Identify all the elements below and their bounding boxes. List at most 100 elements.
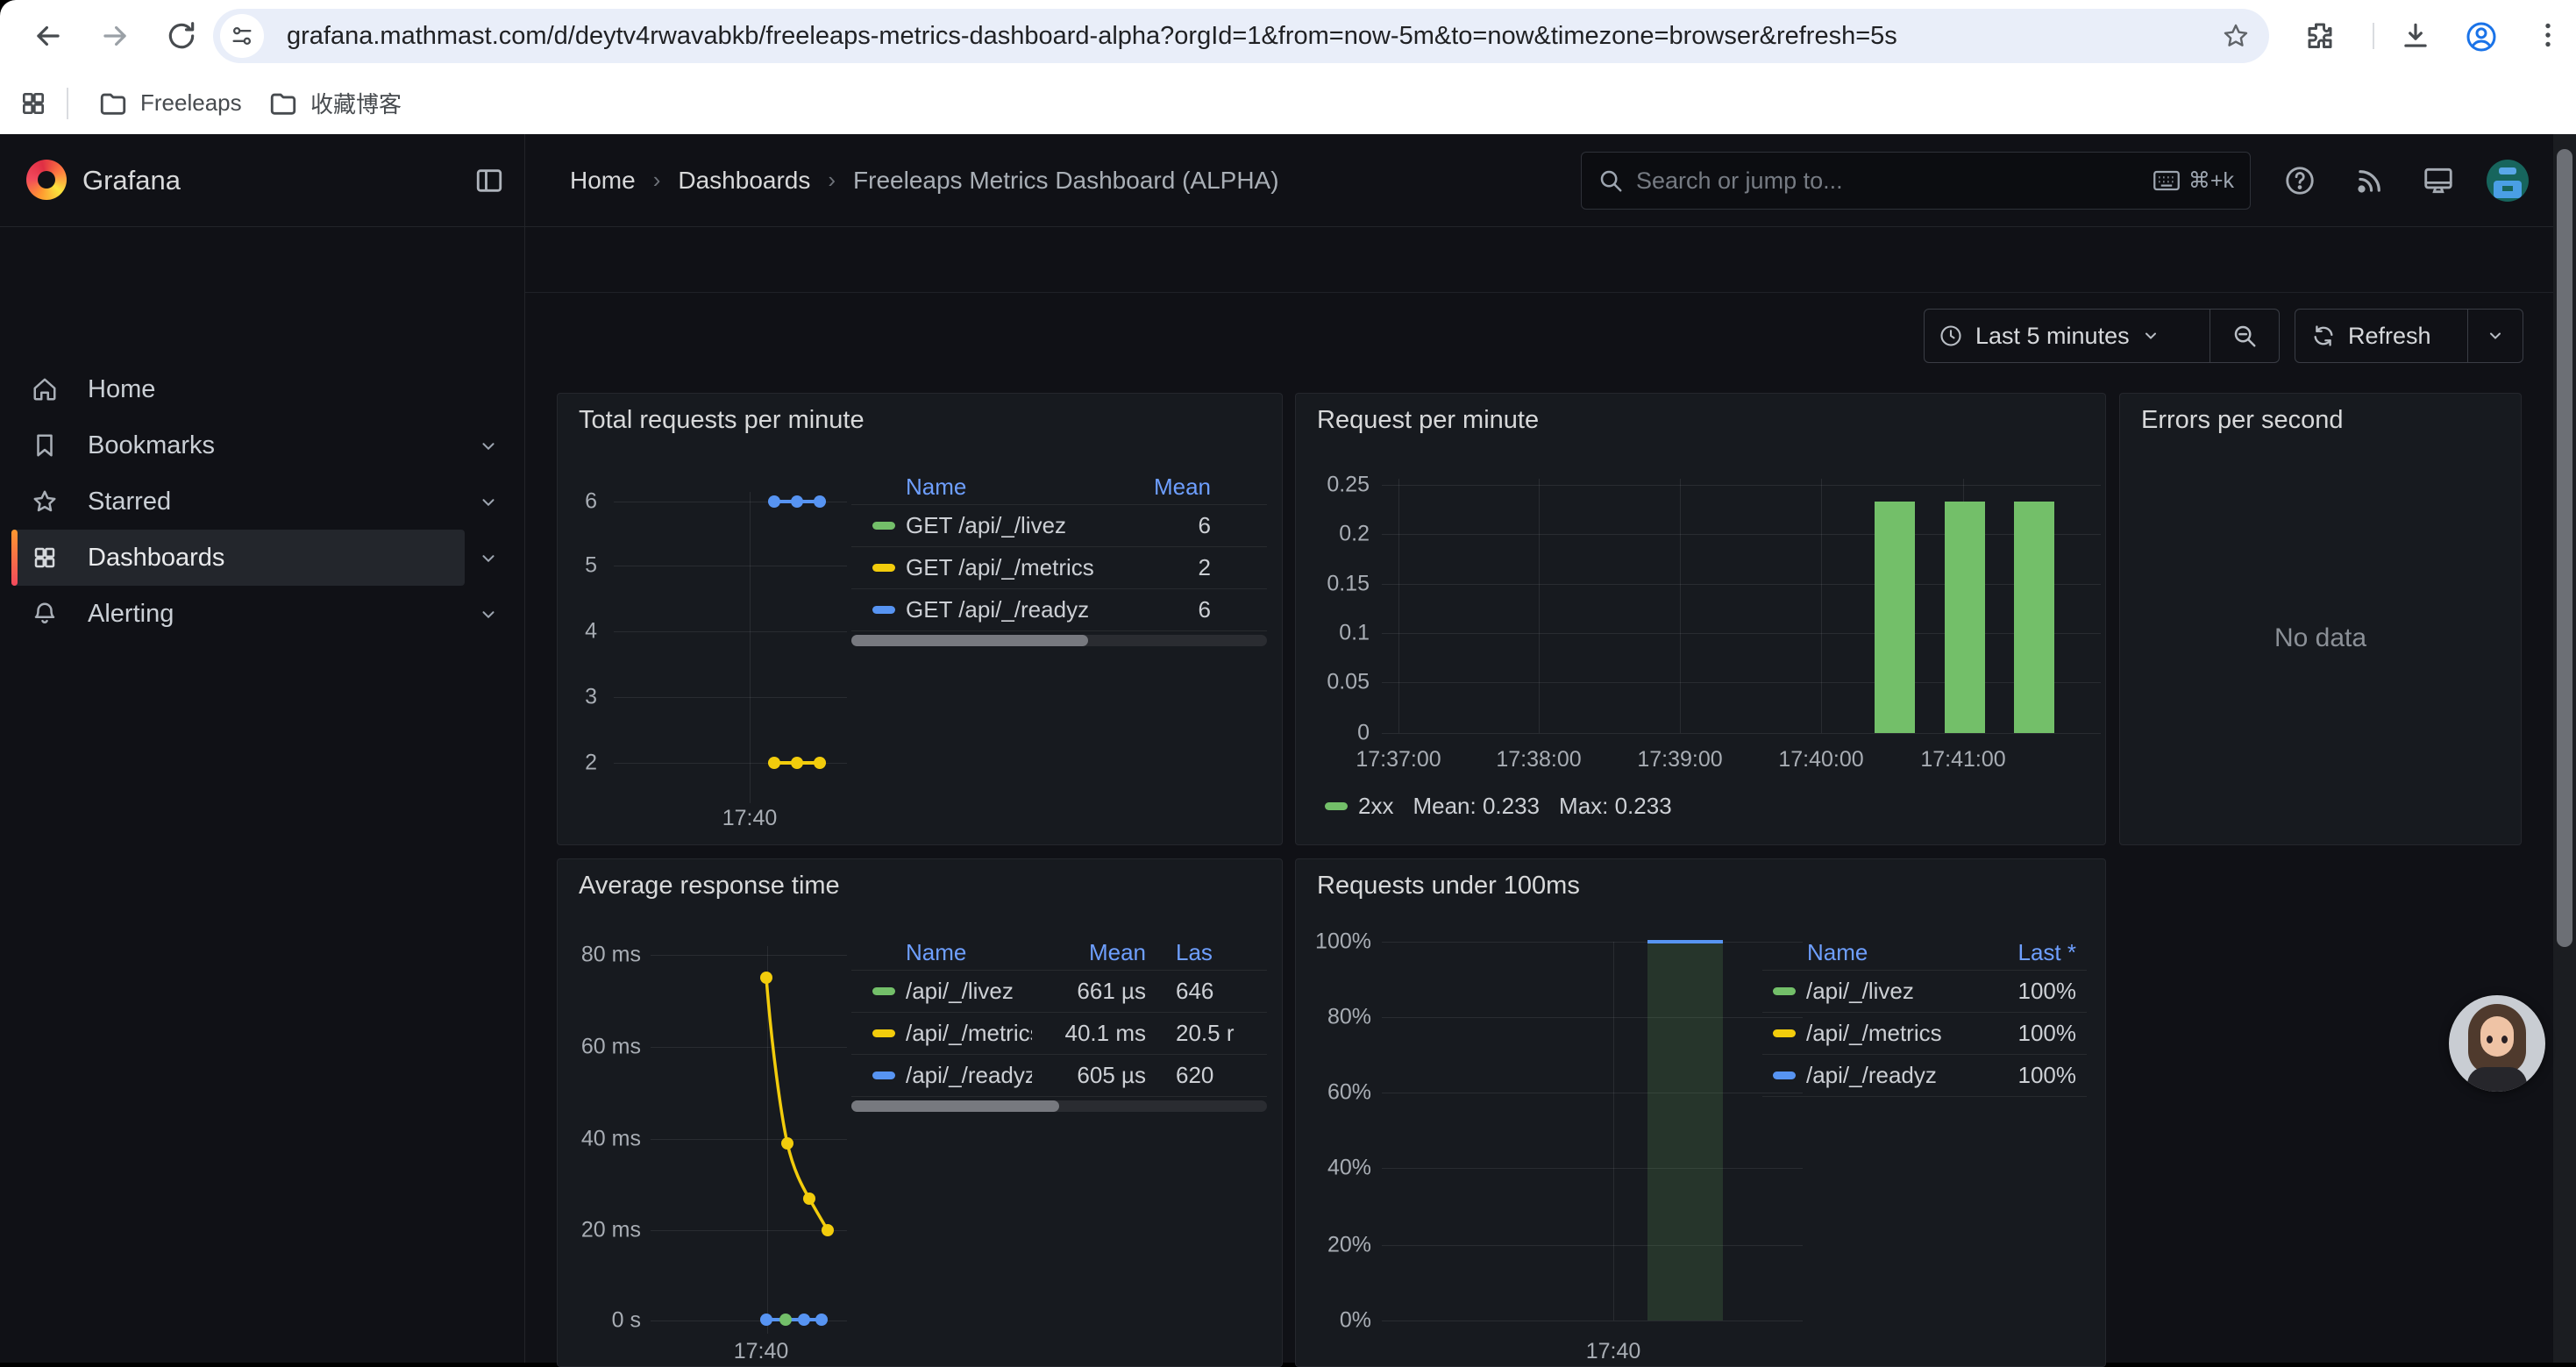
legend-col-name[interactable]: Name	[1807, 939, 1980, 966]
data-point	[822, 1224, 834, 1236]
x-tick: 17:39:00	[1637, 747, 1722, 772]
legend-scrollbar[interactable]	[851, 1100, 1267, 1112]
legend-col-name[interactable]: Name	[906, 939, 1032, 966]
series-swatch	[1773, 1029, 1796, 1037]
panel-title[interactable]: Total requests per minute	[579, 406, 865, 435]
legend-row[interactable]: /api/_/livez 100%	[1762, 971, 2087, 1013]
legend-item[interactable]: 2xx	[1325, 793, 1393, 820]
chevron-down-icon[interactable]	[479, 605, 498, 624]
bookmark-folder-freeleaps[interactable]: Freeleaps	[98, 72, 242, 134]
refresh-interval-dropdown[interactable]	[2467, 310, 2523, 362]
extensions-icon[interactable]	[2304, 19, 2336, 51]
area-fill	[1647, 942, 1723, 1321]
chevron-down-icon[interactable]	[479, 493, 498, 512]
legend-row[interactable]: GET /api/_/metrics 2	[851, 547, 1267, 589]
sidebar-item-bookmarks[interactable]: Bookmarks	[0, 417, 524, 473]
browser-menu-kebab-icon[interactable]	[2532, 19, 2564, 51]
bookmark-star-icon[interactable]	[2222, 22, 2250, 50]
area-top-line	[1647, 940, 1723, 943]
clock-icon	[1939, 324, 1963, 348]
grafana-logo[interactable]	[26, 160, 67, 200]
x-tick: 17:37:00	[1356, 747, 1441, 772]
site-settings-icon[interactable]	[220, 14, 264, 58]
grafana-app: Grafana Home › Dashboards › Freeleaps Me…	[0, 134, 2576, 1363]
sidebar-item-starred[interactable]: Starred	[0, 473, 524, 530]
news-rss-icon[interactable]	[2353, 164, 2387, 197]
back-button[interactable]	[32, 19, 65, 53]
profile-icon[interactable]	[2464, 19, 2499, 54]
gridline	[1613, 942, 1614, 1321]
legend-col-mean[interactable]: Mean	[1032, 939, 1146, 966]
legend-col-name[interactable]: Name	[906, 473, 1106, 501]
refresh-button[interactable]: Refresh	[2295, 323, 2467, 350]
gridline	[1821, 479, 1822, 733]
url-text[interactable]: grafana.mathmast.com/d/deytv4rwavabkb/fr…	[287, 22, 2222, 51]
floating-assistant-avatar[interactable]	[2449, 995, 2545, 1092]
sidebar-item-dashboards[interactable]: Dashboards	[0, 530, 524, 586]
zoom-out-time-button[interactable]	[2210, 310, 2279, 362]
url-bar[interactable]: grafana.mathmast.com/d/deytv4rwavabkb/fr…	[213, 9, 2269, 63]
help-icon[interactable]	[2283, 164, 2316, 197]
search-input[interactable]: Search or jump to... ⌘+k	[1581, 152, 2251, 210]
data-point	[791, 495, 803, 508]
legend-col-mean[interactable]: Mean	[1106, 473, 1211, 501]
y-tick: 0.1	[1296, 621, 1370, 646]
avatar-face	[2480, 1016, 2514, 1057]
breadcrumb: Home › Dashboards › Freeleaps Metrics Da…	[570, 134, 1279, 226]
sidebar-item-home[interactable]: Home	[0, 361, 524, 417]
bookmark-folder-blogs[interactable]: 收藏博客	[268, 72, 402, 134]
download-icon[interactable]	[2399, 19, 2432, 53]
chevron-down-icon	[2142, 327, 2160, 345]
legend-row[interactable]: /api/_/readyz 605 µs 620	[851, 1055, 1267, 1097]
panel-title[interactable]: Request per minute	[1317, 406, 1539, 435]
avatar-body	[2467, 1067, 2527, 1092]
y-tick: 0%	[1296, 1308, 1371, 1334]
legend-row[interactable]: GET /api/_/readyz 6	[851, 589, 1267, 631]
panel-title[interactable]: Errors per second	[2141, 406, 2344, 435]
panel-errors-per-second: Errors per second No data	[2119, 393, 2522, 845]
data-point	[814, 757, 826, 769]
toolbar-divider	[2373, 23, 2374, 49]
legend-col-last[interactable]: Las	[1176, 939, 1267, 966]
panel-title[interactable]: Average response time	[579, 872, 840, 901]
breadcrumb-home[interactable]: Home	[570, 167, 636, 195]
grafana-brand[interactable]: Grafana	[82, 134, 181, 226]
time-controls-row: Last 5 minutes Refresh	[525, 293, 2576, 381]
legend-max: Max: 0.233	[1559, 793, 1672, 820]
monitor-icon[interactable]	[2422, 164, 2455, 197]
home-icon	[32, 376, 58, 402]
page-scrollbar-thumb[interactable]	[2557, 149, 2572, 947]
y-tick: 0.15	[1296, 572, 1370, 597]
reload-button[interactable]	[165, 19, 198, 53]
breadcrumb-dashboards[interactable]: Dashboards	[678, 167, 810, 195]
bar-2xx	[2014, 502, 2054, 733]
legend-row[interactable]: /api/_/metrics 100%	[1762, 1013, 2087, 1055]
legend-col-last[interactable]: Last *	[1980, 939, 2076, 966]
legend-row[interactable]: /api/_/metrics 40.1 ms 20.5 r	[851, 1013, 1267, 1055]
y-tick: 0 s	[558, 1308, 641, 1334]
chevron-down-icon	[2487, 327, 2504, 345]
sidebar-item-alerting[interactable]: Alerting	[0, 586, 524, 642]
folder-icon	[98, 89, 128, 118]
panel-average-response-time: Average response time 80 ms 60 ms 40 ms …	[557, 858, 1283, 1367]
search-placeholder: Search or jump to...	[1636, 167, 2153, 195]
chevron-down-icon[interactable]	[479, 437, 498, 456]
legend-row[interactable]: GET /api/_/livez 6	[851, 505, 1267, 547]
chevron-down-icon[interactable]	[479, 549, 498, 568]
time-range-picker[interactable]: Last 5 minutes	[1925, 323, 2210, 350]
y-tick: 0.2	[1296, 522, 1370, 547]
folder-icon	[268, 89, 298, 118]
legend-row[interactable]: /api/_/livez 661 µs 646	[851, 971, 1267, 1013]
breadcrumb-current: Freeleaps Metrics Dashboard (ALPHA)	[853, 167, 1279, 195]
user-avatar[interactable]	[2487, 160, 2529, 202]
legend-scrollbar[interactable]	[851, 635, 1267, 646]
breadcrumb-separator: ›	[653, 167, 661, 194]
apps-grid-icon[interactable]	[19, 72, 47, 134]
legend-row[interactable]: /api/_/readyz 100%	[1762, 1055, 2087, 1097]
gridline	[614, 697, 847, 698]
dock-sidebar-icon[interactable]	[473, 166, 505, 196]
legend-header: Name Mean	[851, 469, 1267, 505]
panel-title[interactable]: Requests under 100ms	[1317, 872, 1580, 901]
y-tick: 20 ms	[558, 1218, 641, 1243]
forward-button[interactable]	[98, 19, 132, 53]
